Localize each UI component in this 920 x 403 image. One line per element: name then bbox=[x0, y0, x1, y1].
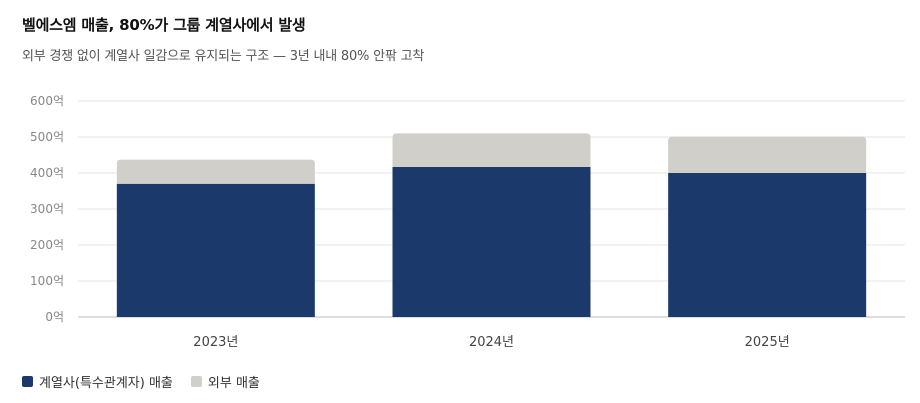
legend-item-affiliate: 계열사(특수관계자) 매출 bbox=[22, 372, 173, 391]
legend-label-external: 외부 매출 bbox=[207, 376, 260, 391]
bar-external bbox=[668, 136, 867, 173]
legend-swatch-affiliate bbox=[22, 376, 33, 387]
x-tick-label: 2023년 bbox=[193, 335, 238, 350]
bar-affiliate bbox=[392, 166, 591, 317]
y-axis-ticks: 0억 100억 200억 300억 400억 500억 600억 bbox=[30, 94, 64, 324]
x-tick-label: 2024년 bbox=[469, 335, 514, 350]
y-tick-label: 200억 bbox=[30, 238, 64, 252]
y-tick-label: 400억 bbox=[30, 166, 64, 180]
chart-subtitle: 외부 경쟁 없이 계열사 일감으로 유지되는 구조 — 3년 내내 80% 안팎… bbox=[22, 49, 425, 64]
y-tick-label: 100억 bbox=[30, 274, 64, 288]
y-tick-label: 500억 bbox=[30, 130, 64, 144]
y-tick-label: 0억 bbox=[45, 310, 64, 324]
y-tick-label: 600억 bbox=[30, 94, 64, 108]
y-tick-label: 300억 bbox=[30, 202, 64, 216]
bar-affiliate bbox=[668, 173, 867, 317]
legend-item-external: 외부 매출 bbox=[190, 372, 260, 391]
bar-affiliate bbox=[116, 183, 315, 317]
legend-label-affiliate: 계열사(특수관계자) 매출 bbox=[39, 376, 173, 391]
legend-swatch-external bbox=[190, 376, 202, 387]
chart-title: 벨에스엠 매출, 80%가 그룹 계열사에서 발생 bbox=[22, 16, 306, 34]
x-axis-ticks: 2023년 2024년 2025년 bbox=[193, 335, 789, 350]
x-tick-label: 2025년 bbox=[745, 335, 790, 350]
bars bbox=[116, 133, 867, 317]
bar-external bbox=[116, 159, 315, 184]
legend: 계열사(특수관계자) 매출 외부 매출 bbox=[22, 372, 278, 391]
bar-external bbox=[392, 133, 591, 167]
